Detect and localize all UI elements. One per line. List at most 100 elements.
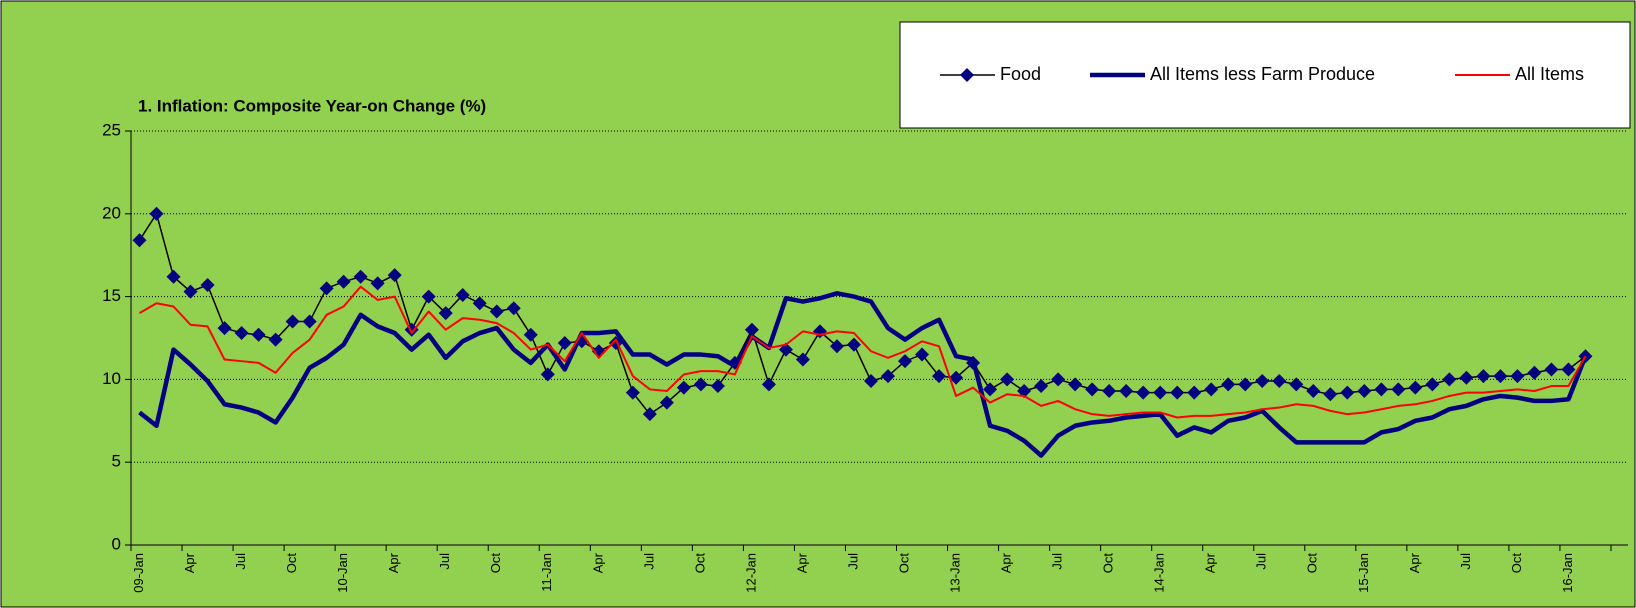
- x-tick-label: 11-Jan: [539, 553, 554, 592]
- data-point: [1476, 369, 1491, 384]
- data-point: [1408, 380, 1423, 395]
- data-point: [353, 269, 368, 284]
- data-point: [983, 382, 998, 397]
- x-tick-label: Apr: [1203, 552, 1218, 573]
- data-point: [1170, 385, 1185, 400]
- data-point: [915, 347, 930, 362]
- data-point: [540, 367, 555, 382]
- x-tick-label: Apr: [590, 552, 605, 573]
- x-tick-label: 09-Jan: [131, 553, 146, 593]
- data-point: [200, 278, 215, 293]
- data-point: [268, 332, 283, 347]
- data-point: [1323, 387, 1338, 402]
- x-tick-label: Jul: [233, 553, 248, 570]
- data-point: [1340, 385, 1355, 400]
- x-tick-label: Jul: [1050, 553, 1065, 570]
- legend-marker: [960, 68, 974, 82]
- data-point: [710, 379, 725, 394]
- data-point: [1493, 369, 1508, 384]
- x-tick-label: Apr: [794, 552, 809, 573]
- data-point: [251, 327, 266, 342]
- data-point: [149, 206, 164, 221]
- data-point: [881, 369, 896, 384]
- x-tick-label: Jul: [641, 553, 656, 570]
- data-point: [387, 268, 402, 283]
- series-line: [138, 291, 1588, 458]
- x-tick-label: Oct: [1305, 553, 1320, 574]
- data-point: [1425, 377, 1440, 392]
- data-point: [421, 289, 436, 304]
- x-tick-label: Apr: [1407, 552, 1422, 573]
- data-point: [898, 354, 913, 369]
- data-point: [336, 274, 351, 289]
- x-tick-label: Oct: [1509, 553, 1524, 574]
- data-point: [761, 377, 776, 392]
- data-point: [1289, 377, 1304, 392]
- data-point: [1527, 365, 1542, 380]
- data-point: [217, 321, 232, 336]
- data-point: [523, 327, 538, 342]
- data-point: [1238, 377, 1253, 392]
- data-point: [1085, 382, 1100, 397]
- data-point: [1374, 382, 1389, 397]
- data-point: [370, 276, 385, 291]
- data-point: [949, 370, 964, 385]
- data-point: [1272, 374, 1287, 389]
- data-point: [625, 385, 640, 400]
- x-tick-label: Jul: [437, 553, 452, 570]
- x-tick-label: Apr: [386, 552, 401, 573]
- x-tick-label: 13-Jan: [947, 553, 962, 593]
- data-point: [1034, 379, 1049, 394]
- x-tick-label: 14-Jan: [1152, 553, 1167, 593]
- data-point: [302, 314, 317, 329]
- x-tick-label: Oct: [488, 553, 503, 574]
- data-point: [1000, 372, 1015, 387]
- data-point: [166, 269, 181, 284]
- x-tick-label: 12-Jan: [743, 553, 758, 593]
- data-point: [1068, 377, 1083, 392]
- legend-label: All Items: [1515, 64, 1584, 84]
- data-point: [829, 339, 844, 354]
- x-tick-label: Oct: [692, 553, 707, 574]
- y-tick-label: 20: [102, 203, 121, 222]
- data-point: [1391, 382, 1406, 397]
- data-point: [744, 322, 759, 337]
- data-point: [1102, 383, 1117, 398]
- x-tick-label: 15-Jan: [1356, 553, 1371, 593]
- data-point: [234, 326, 249, 341]
- data-point: [489, 304, 504, 319]
- data-point: [1204, 382, 1219, 397]
- data-point: [676, 380, 691, 395]
- x-tick-label: Jul: [1254, 553, 1269, 570]
- data-point: [1544, 362, 1559, 377]
- data-point: [846, 337, 861, 352]
- x-tick-label: 16-Jan: [1560, 553, 1575, 593]
- x-tick-label: Oct: [1101, 553, 1116, 574]
- data-point: [1136, 385, 1151, 400]
- data-point: [438, 306, 453, 321]
- data-point: [1510, 369, 1525, 384]
- data-point: [659, 395, 674, 410]
- x-tick-label: 10-Jan: [335, 553, 350, 593]
- legend-label: Food: [1000, 64, 1041, 84]
- x-tick-label: Oct: [284, 553, 299, 574]
- chart-title: 1. Inflation: Composite Year-on Change (…: [138, 96, 486, 115]
- data-point: [1153, 385, 1168, 400]
- data-point: [1119, 383, 1134, 398]
- data-point: [1017, 383, 1032, 398]
- data-point: [506, 301, 521, 316]
- data-point: [1442, 372, 1457, 387]
- data-point: [1221, 377, 1236, 392]
- data-point: [1459, 370, 1474, 385]
- data-point: [1357, 383, 1372, 398]
- x-tick-label: Jul: [1458, 553, 1473, 570]
- data-point: [1187, 385, 1202, 400]
- x-tick-label: Apr: [999, 552, 1014, 573]
- y-tick-label: 15: [102, 286, 121, 305]
- data-point: [557, 335, 572, 350]
- legend-label: All Items less Farm Produce: [1150, 64, 1375, 84]
- x-tick-label: Jul: [845, 553, 860, 570]
- data-point: [1255, 374, 1270, 389]
- series-line: [139, 285, 1587, 419]
